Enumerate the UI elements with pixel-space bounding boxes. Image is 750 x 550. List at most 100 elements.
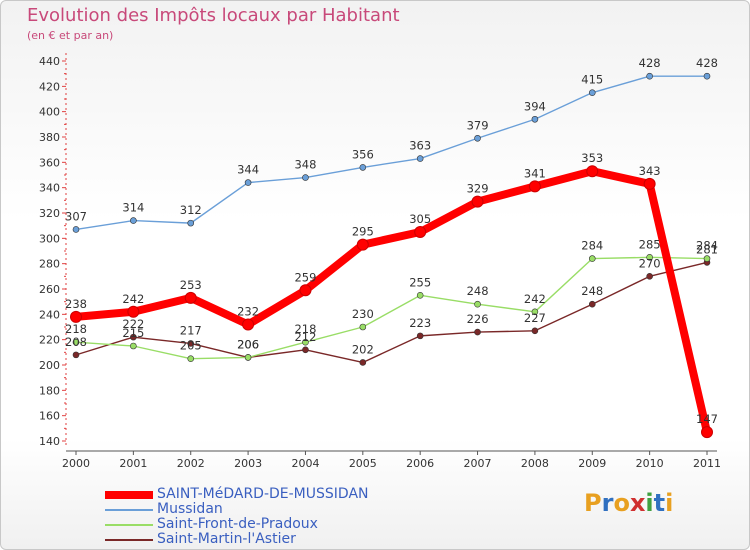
data-label: 363 [409, 139, 431, 153]
data-point [70, 310, 82, 323]
data-label: 242 [524, 292, 546, 306]
y-tick-label: 200 [39, 359, 60, 372]
x-tick-label: 2007 [464, 457, 492, 470]
data-label: 238 [65, 297, 87, 311]
data-point [416, 155, 424, 162]
data-point [646, 273, 653, 280]
legend-label: Saint-Front-de-Pradoux [157, 516, 318, 532]
data-point [242, 318, 255, 331]
data-label: 259 [294, 270, 316, 284]
data-point [646, 254, 653, 261]
data-label: 248 [581, 284, 603, 298]
proxiti-logo: Proxiti [584, 489, 673, 517]
x-tick-label: 2009 [578, 457, 606, 470]
legend-item: Saint-Front-de-Pradoux [105, 516, 425, 532]
chart-subtitle: (en € et par an) [27, 29, 114, 42]
logo-letter: P [584, 489, 602, 517]
data-point [72, 351, 80, 359]
logo-letter: r [601, 489, 614, 517]
y-tick-label: 260 [39, 283, 60, 296]
legend-swatch [105, 509, 153, 511]
data-point [184, 291, 197, 304]
data-label: 314 [122, 201, 144, 215]
data-label: 356 [352, 147, 374, 161]
series-line-1 [75, 75, 708, 231]
x-tick-label: 2002 [177, 457, 205, 470]
legend-label: Saint-Martin-l'Astier [157, 531, 296, 547]
data-label: 208 [65, 335, 87, 349]
data-label: 312 [180, 203, 202, 217]
data-label: 428 [696, 56, 718, 70]
data-point [416, 332, 424, 340]
data-point [471, 195, 484, 208]
data-label: 285 [639, 237, 661, 251]
data-point [244, 179, 252, 186]
data-point [187, 219, 195, 227]
data-label: 227 [524, 311, 546, 325]
y-tick-label: 320 [39, 207, 60, 220]
data-point [302, 338, 309, 346]
data-label: 255 [409, 275, 431, 289]
data-label: 343 [639, 164, 661, 178]
data-label: 230 [352, 307, 374, 321]
logo-letter: i [645, 489, 654, 517]
y-tick-label: 220 [39, 334, 60, 347]
data-label: 206 [237, 337, 259, 351]
data-point [474, 300, 481, 308]
data-label: 353 [581, 151, 603, 165]
series-line-3 [75, 261, 708, 364]
data-label: 415 [581, 73, 603, 87]
data-label: 212 [294, 330, 316, 344]
legend-swatch [105, 539, 153, 541]
legend-swatch [105, 491, 153, 499]
x-tick-label: 2005 [349, 457, 377, 470]
data-label: 222 [122, 317, 144, 331]
x-tick-label: 2011 [693, 457, 721, 470]
data-label: 341 [524, 166, 546, 180]
data-label: 284 [581, 239, 603, 253]
x-tick-label: 2004 [291, 457, 319, 470]
data-point [643, 177, 656, 190]
legend-swatch [105, 524, 153, 526]
data-point [302, 346, 309, 354]
data-point [127, 305, 140, 318]
data-label: 242 [122, 292, 144, 306]
data-point [72, 338, 80, 346]
y-tick-label: 400 [39, 106, 60, 119]
data-label: 205 [180, 339, 202, 353]
data-label: 218 [294, 322, 316, 336]
x-tick-label: 2010 [636, 457, 664, 470]
legend-label: SAINT-MéDARD-DE-MUSSIDAN [157, 486, 369, 502]
series-line-2 [75, 256, 708, 360]
data-point [130, 342, 137, 350]
data-point [187, 355, 195, 362]
data-label: 270 [639, 256, 661, 270]
data-label: 217 [180, 323, 202, 337]
y-tick-label: 340 [39, 182, 60, 195]
data-point [703, 72, 711, 80]
data-point [359, 323, 367, 331]
data-point [414, 226, 427, 238]
data-point [586, 165, 599, 178]
data-point [531, 327, 539, 335]
data-point [474, 134, 481, 142]
data-point [359, 359, 367, 366]
data-point [646, 72, 653, 80]
data-label: 284 [696, 239, 718, 253]
series-line-0 [72, 167, 711, 437]
y-tick-label: 180 [39, 384, 60, 397]
legend: SAINT-MéDARD-DE-MUSSIDAN Mussidan Saint-Fr… [105, 486, 425, 547]
data-label: 295 [352, 225, 374, 239]
data-point [588, 300, 596, 308]
data-point [356, 238, 369, 251]
data-label: 226 [467, 312, 489, 326]
data-point [701, 426, 713, 439]
logo-letter: i [665, 489, 674, 517]
x-tick-label: 2008 [521, 457, 549, 470]
logo-letter: o [613, 489, 630, 517]
data-point [703, 255, 711, 262]
x-tick-label: 2000 [62, 457, 90, 470]
legend-label: Mussidan [157, 501, 223, 517]
